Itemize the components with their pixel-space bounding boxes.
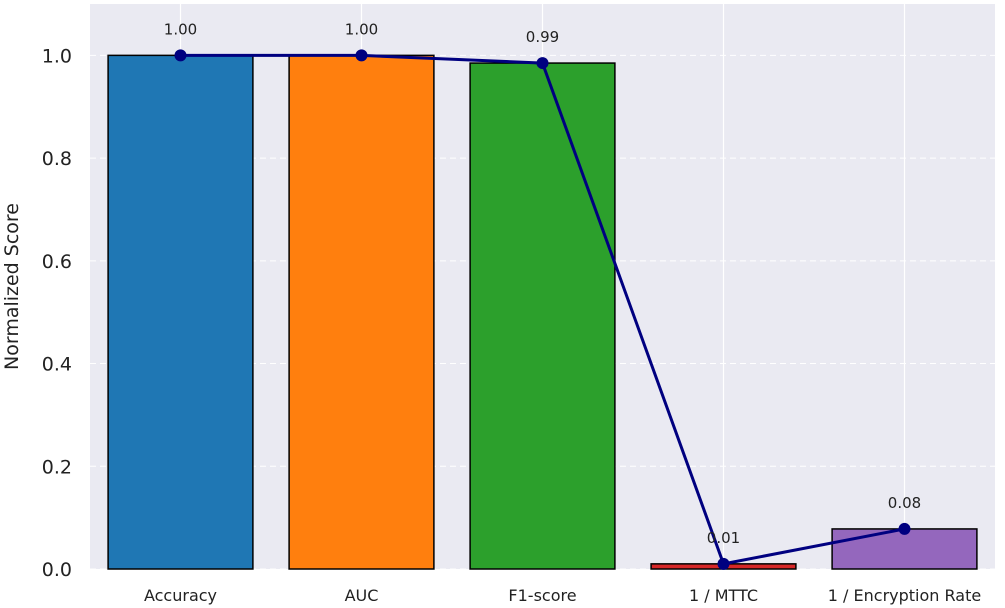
- y-tick-label: 0.6: [42, 251, 72, 273]
- point-3: [717, 557, 730, 570]
- y-tick-label: 0.8: [42, 148, 72, 170]
- bars: [107, 54, 978, 570]
- point-0: [174, 49, 187, 62]
- data-label-0: 1.00: [164, 20, 197, 38]
- point-1: [355, 49, 368, 62]
- bar-1: [288, 54, 435, 570]
- y-tick-label: 0.2: [42, 456, 72, 478]
- point-4: [898, 522, 911, 535]
- y-tick-label: 0.4: [42, 354, 72, 376]
- x-tick-label: AUC: [345, 586, 379, 605]
- x-tick-label: F1-score: [508, 586, 576, 605]
- bar-4: [831, 528, 978, 570]
- y-axis-label: Normalized Score: [1, 203, 23, 370]
- point-2: [536, 57, 549, 70]
- bar-2: [469, 62, 616, 570]
- data-label-3: 0.01: [707, 529, 740, 547]
- data-labels: 1.00 1.00 0.99 0.01 0.08: [164, 20, 921, 547]
- y-tick-label: 0.0: [42, 559, 72, 581]
- overlay-line: [174, 49, 911, 570]
- x-tick-label: 1 / MTTC: [689, 586, 758, 605]
- data-label-2: 0.99: [526, 28, 559, 46]
- x-axis-ticks: Accuracy AUC F1-score 1 / MTTC 1 / Encryptio…: [144, 586, 981, 605]
- bar-0: [107, 54, 254, 570]
- y-tick-label: 1.0: [42, 45, 72, 67]
- data-label-4: 0.08: [888, 494, 921, 512]
- y-axis-ticks: 0.0 0.2 0.4 0.6 0.8 1.0: [42, 45, 72, 581]
- x-tick-label: 1 / Encryption Rate: [828, 586, 981, 605]
- x-tick-label: Accuracy: [144, 586, 217, 605]
- data-label-1: 1.00: [345, 20, 378, 38]
